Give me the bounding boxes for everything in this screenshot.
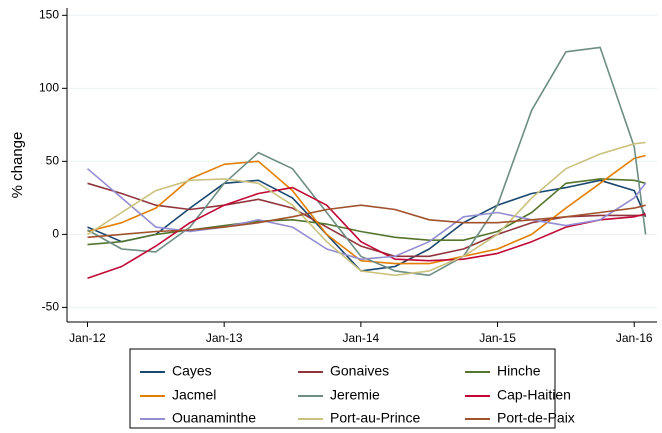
legend-box — [129, 348, 556, 429]
x-tick-label: Jan-16 — [616, 331, 653, 345]
data-line — [87, 141, 646, 277]
y-tick-label: 0 — [52, 227, 59, 241]
y-tick-label: 50 — [46, 154, 60, 168]
legend-label: Cayes — [172, 363, 212, 379]
y-tick-label: 150 — [39, 7, 59, 21]
legend-label: Gonaives — [330, 363, 389, 379]
x-tick-label: Jan-14 — [343, 331, 380, 345]
x-tick-label: Jan-15 — [479, 331, 516, 345]
legend-label: Hinche — [497, 363, 541, 379]
legend-label: Jacmel — [172, 387, 216, 403]
legend-label: Port-de-Paix — [497, 410, 575, 426]
y-tick-label: 100 — [39, 80, 59, 94]
data-line — [87, 179, 647, 272]
legend-label: Port-au-Prince — [330, 410, 420, 426]
legend-label: Cap-Haitien — [497, 387, 571, 403]
x-tick-label: Jan-13 — [206, 331, 243, 345]
data-line — [87, 186, 646, 279]
y-axis-label: % change — [9, 132, 26, 199]
legend-label: Ouanaminthe — [172, 410, 256, 426]
y-tick-label: -50 — [42, 300, 60, 314]
data-line — [87, 204, 646, 239]
data-line — [87, 154, 646, 265]
x-tick-label: Jan-12 — [69, 331, 106, 345]
legend-label: Jeremie — [330, 387, 380, 403]
